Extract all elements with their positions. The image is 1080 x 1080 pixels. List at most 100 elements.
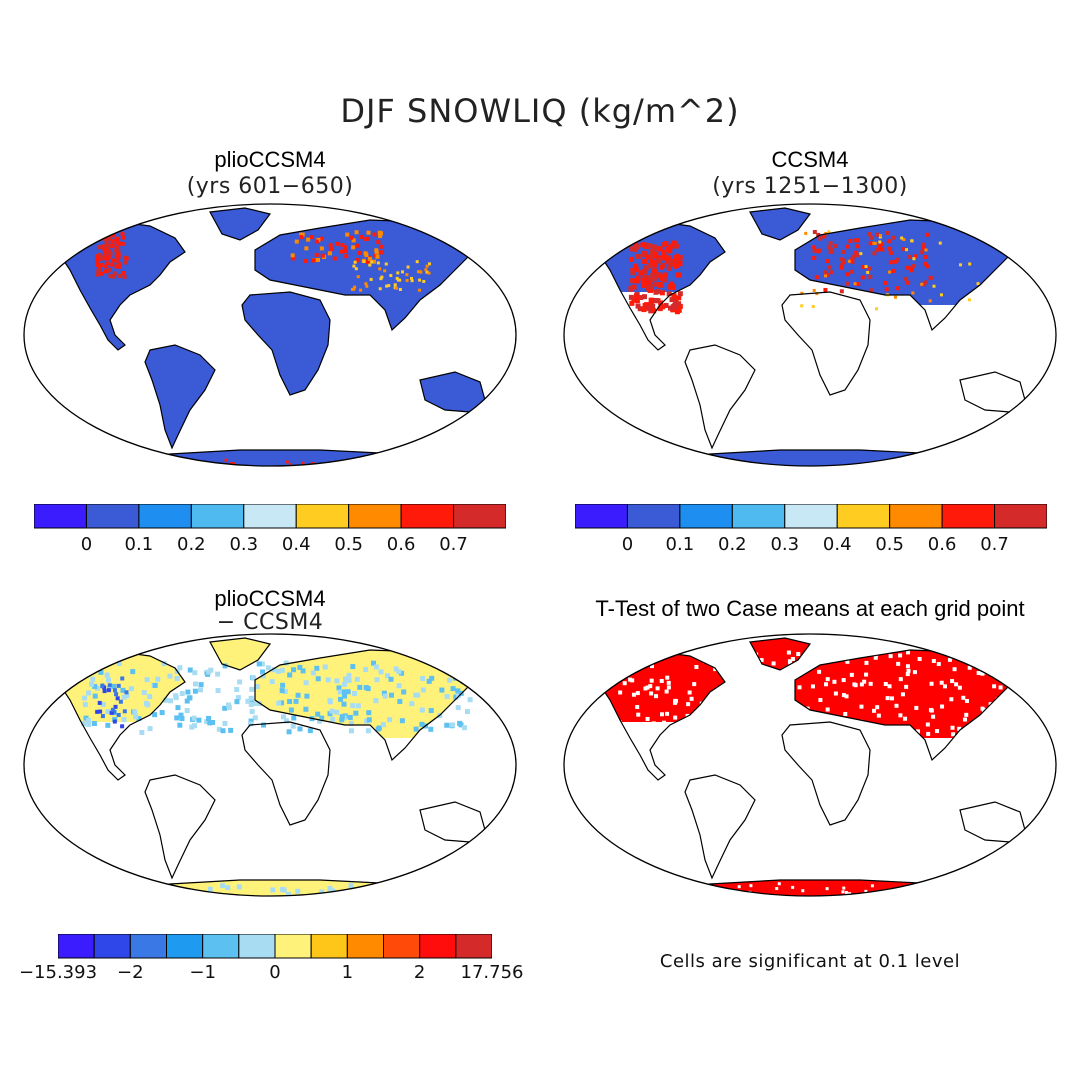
coastline-greenland [209,207,272,241]
colorbar-swatch [34,504,87,529]
colorbar-pliocene [34,504,506,529]
coastline-greenland [209,637,272,671]
coastline-eurasia [254,219,487,332]
map-pliocene [23,203,517,467]
colorbar-tick-label: 0.6 [927,534,957,555]
panel2-subtitle: (yrs 1251−1300) [712,174,908,199]
coastline-namerica [599,221,726,351]
panel3-title: plioCCSM4 [214,586,326,611]
colorbar-swatch [238,934,276,959]
map-content [564,207,1056,466]
colorbar-tick-label: 0.4 [281,534,311,555]
coastline-africa [241,291,331,396]
colorbar-swatch [346,934,385,959]
map-border [563,633,1057,897]
colorbar-swatch [455,934,492,959]
colorbar-swatch [295,504,350,529]
colorbar-difference-labels: −15.393 −2 −1 0 1 2 17.756 [19,962,524,986]
colorbar-tick-label: 0.7 [980,534,1009,555]
colorbar-swatch [784,504,838,529]
colorbar-swatch [348,504,402,529]
colorbar-swatch [994,504,1047,529]
map-content [564,637,1056,896]
colorbar-swatch [419,934,457,959]
land-africa [242,292,330,395]
land-eurasia [255,220,485,330]
colorbar-tick-label: 1 [341,962,354,983]
coastline-greenland [749,637,812,671]
colorbar-swatch [166,934,204,959]
colorbar-tick-label: 2 [413,962,426,983]
colorbar-swatch [85,504,140,529]
land-samerica [145,345,215,448]
map-border [23,633,517,897]
significance-note: Cells are significant at 0.1 level [659,951,961,972]
coastline-africa [781,721,871,826]
colorbar-swatch [453,504,506,529]
coastline-eurasia [794,219,1027,332]
colorbar-swatch [202,934,240,959]
colorbar-swatch [190,504,245,529]
coastline-africa [781,291,871,396]
colorbar-tick-label: 0.2 [177,534,206,555]
colorbar-tick-label: 0.1 [124,534,154,555]
map-ttest [563,633,1057,897]
colorbar-swatch [383,934,421,959]
coastline-eurasia [254,649,487,762]
panel4-title: T-Test of two Case means at each grid po… [595,596,1025,621]
map-border [563,203,1057,467]
land-australia [420,372,485,412]
coastline-eurasia [794,649,1027,762]
colorbar-tick-label: 0.1 [665,534,695,555]
colorbar-tick-label: 0.3 [770,534,800,555]
colorbar-swatch [310,934,348,959]
colorbar-control [575,504,1047,529]
colorbar-tick-label: 0 [621,534,634,555]
colorbar-swatch [731,504,786,529]
coastline-greenland [749,207,812,241]
land-greenland [210,208,270,240]
colorbar-swatch [243,504,297,529]
coastline-namerica [59,651,186,781]
coastline-namerica [599,651,726,781]
map-border [23,203,517,467]
colorbar-tick-label: 17.756 [460,962,524,983]
colorbar-swatch [138,504,192,529]
colorbar-swatch [889,504,943,529]
colorbar-swatch [129,934,168,959]
land-namerica [60,222,185,350]
figure-title: DJF SNOWLIQ (kg/m^2) [340,92,740,130]
colorbar-tick-label: 0.6 [386,534,416,555]
colorbar-tick-label: 0.3 [229,534,259,555]
colorbar-tick-label: −15.393 [18,962,98,983]
map-content [24,637,516,896]
coastline-samerica [684,344,756,450]
colorbar-tick-label: 0.5 [334,534,363,555]
colorbar-tick-label: 0.4 [822,534,852,555]
coastline-namerica [59,221,186,351]
coastline-africa [241,721,331,826]
panel2-title: CCSM4 [771,147,849,172]
colorbar-tick-label: 0.5 [875,534,904,555]
colorbar-tick-label: −2 [117,962,144,983]
coastline-samerica [144,774,216,880]
colorbar-pliocene-labels: 0 0.1 0.2 0.3 0.4 0.5 0.6 0.7 [34,534,506,558]
colorbar-swatch [400,504,455,529]
colorbar-tick-label: 0.7 [439,534,468,555]
map-control [563,203,1057,467]
colorbar-swatch [575,504,628,529]
colorbar-tick-label: 0 [269,962,281,983]
coastline-samerica [684,774,756,880]
panel1-subtitle: (yrs 601−650) [186,174,354,199]
map-content [59,207,487,466]
colorbar-swatch [274,934,312,959]
colorbar-swatch [626,504,681,529]
colorbar-difference [58,934,492,959]
colorbar-swatch [58,934,95,959]
map-difference [23,633,517,897]
colorbar-tick-label: −1 [189,962,216,983]
colorbar-control-labels: 0 0.1 0.2 0.3 0.4 0.5 0.6 0.7 [575,534,1047,558]
panel3-subtitle: − CCSM4 [216,610,324,635]
colorbar-swatch [836,504,891,529]
panel1-title: plioCCSM4 [214,147,326,172]
